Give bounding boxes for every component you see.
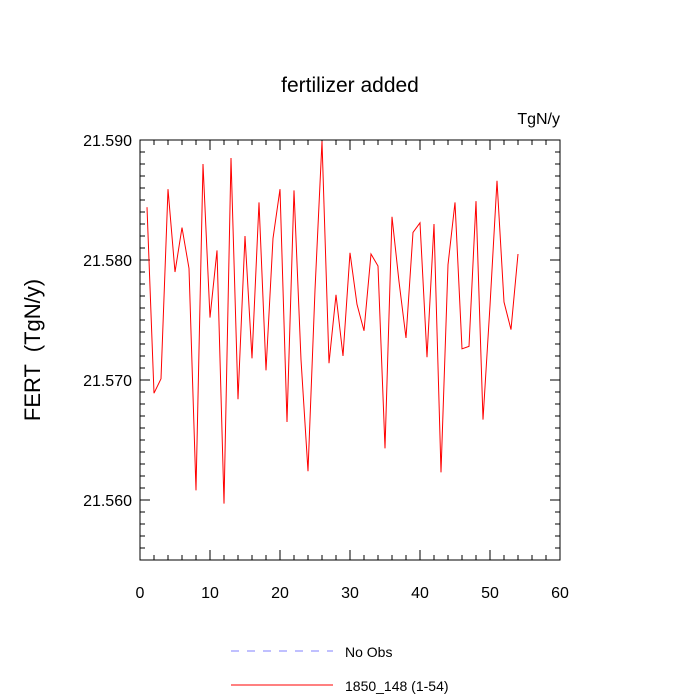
axis-ticks	[139, 139, 561, 560]
x-tick-label: 30	[341, 585, 359, 602]
y-tick-label: 21.590	[83, 133, 132, 150]
x-tick-label: 50	[481, 585, 499, 602]
x-tick-label: 10	[201, 585, 219, 602]
legend-label-no-obs: No Obs	[345, 644, 392, 660]
y-tick-label: 21.570	[83, 373, 132, 390]
legend-label-series: 1850_148 (1-54)	[345, 678, 449, 694]
units-label: TgN/y	[517, 111, 560, 128]
chart-title: fertilizer added	[281, 74, 419, 97]
y-tick-label: 21.580	[83, 253, 132, 270]
y-tick-label: 21.560	[83, 493, 132, 510]
series-group	[146, 141, 519, 504]
x-tick-label: 0	[136, 585, 145, 602]
x-tick-label: 20	[271, 585, 289, 602]
series-line	[146, 141, 519, 504]
x-tick-label: 60	[551, 585, 569, 602]
y-axis-label: FERT (TgN/y)	[20, 279, 45, 421]
x-tick-label: 40	[411, 585, 429, 602]
legend: No Obs 1850_148 (1-54)	[231, 644, 449, 694]
plot-frame	[139, 139, 561, 561]
axis-tick-labels: 0 10 20 30 40 50 60 21.560 21.570 21.580 21.590	[83, 133, 569, 602]
